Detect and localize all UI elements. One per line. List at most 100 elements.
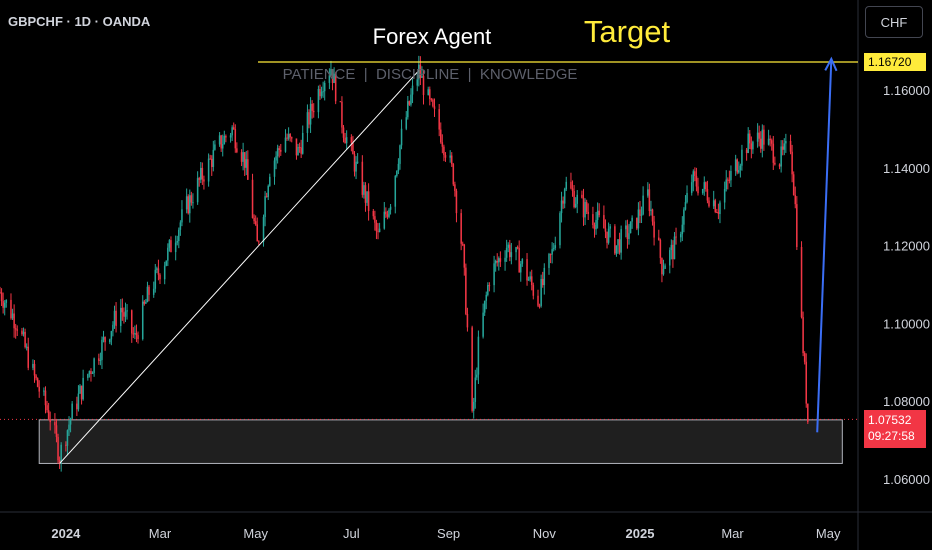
candle-body xyxy=(690,182,693,193)
candle-body xyxy=(46,405,48,411)
candle-body xyxy=(236,148,238,153)
candle-body xyxy=(537,295,539,306)
candle-body xyxy=(185,196,188,210)
candle-body xyxy=(474,377,477,402)
candle-body xyxy=(515,247,517,253)
candle-body xyxy=(10,299,12,319)
candle-body xyxy=(592,214,594,226)
candle-body xyxy=(493,263,495,286)
candle-body xyxy=(25,346,28,348)
candle-body xyxy=(802,317,804,354)
candle-body xyxy=(761,129,764,149)
candle-body xyxy=(725,179,728,190)
candle-body xyxy=(168,240,171,248)
candle-body xyxy=(560,200,563,214)
currency-button[interactable]: CHF xyxy=(865,6,923,38)
candle-body xyxy=(628,233,630,240)
candle-body xyxy=(157,268,160,275)
bar-countdown: 09:27:58 xyxy=(868,429,915,443)
candle-body xyxy=(439,129,442,143)
target-label: Target xyxy=(584,14,671,49)
candle-body xyxy=(651,209,654,222)
candle-body xyxy=(87,374,89,378)
candle-body xyxy=(785,141,787,144)
candle-body xyxy=(352,142,354,155)
x-tick-label: Jul xyxy=(343,526,360,541)
candle-body xyxy=(429,89,431,99)
last-price-tag: 1.07532 09:27:58 xyxy=(864,410,926,448)
candle-body xyxy=(0,292,3,302)
candle-body xyxy=(88,371,91,375)
candle-body xyxy=(538,305,541,307)
candle-body xyxy=(631,217,633,222)
candle-body xyxy=(389,206,392,210)
candle-body xyxy=(618,239,621,253)
candle-body xyxy=(300,147,302,154)
candle-body xyxy=(65,444,67,446)
candle-body xyxy=(289,134,291,138)
candle-body xyxy=(494,260,497,264)
y-tick-label: 1.12000 xyxy=(883,239,930,254)
candle-body xyxy=(694,171,696,176)
candle-body xyxy=(245,159,248,168)
candle-body xyxy=(642,195,644,215)
target-price-value: 1.16720 xyxy=(868,55,912,69)
candle-body xyxy=(636,217,638,229)
candle-body xyxy=(394,175,397,207)
candle-body xyxy=(683,209,685,225)
candle-body xyxy=(712,200,715,207)
candle-body xyxy=(101,339,103,360)
candle-body xyxy=(584,201,586,218)
candle-body xyxy=(110,331,113,340)
candle-body xyxy=(461,243,464,245)
candle-body xyxy=(498,258,500,263)
candle-body xyxy=(212,149,215,167)
candle-body xyxy=(670,244,673,251)
candle-body xyxy=(750,143,753,150)
candle-body xyxy=(47,410,50,420)
candle-body xyxy=(146,286,149,303)
candle-body xyxy=(104,337,106,343)
candle-body xyxy=(178,229,180,242)
candle-body xyxy=(717,211,720,215)
candle-body xyxy=(27,346,30,368)
trend-line xyxy=(59,70,420,464)
candle-body xyxy=(756,132,759,142)
candle-body xyxy=(68,424,70,431)
candle-body xyxy=(247,159,249,180)
candle-body xyxy=(421,75,423,78)
candle-body xyxy=(650,209,652,212)
candle-body xyxy=(0,292,1,294)
candle-body xyxy=(209,158,211,160)
x-tick-label: 2024 xyxy=(51,526,81,541)
candle-body xyxy=(471,327,473,411)
candle-body xyxy=(38,386,40,392)
candle-body xyxy=(317,89,320,113)
candle-body xyxy=(214,144,216,150)
candle-body xyxy=(167,247,169,261)
candle-body xyxy=(554,245,557,249)
candle-body xyxy=(593,225,596,230)
candle-body xyxy=(769,138,771,141)
candle-body xyxy=(69,418,72,425)
x-tick-label: Mar xyxy=(721,526,744,541)
candle-body xyxy=(137,335,139,340)
candle-body xyxy=(309,103,312,125)
candle-body xyxy=(165,260,168,266)
candle-body xyxy=(701,188,704,194)
candle-body xyxy=(703,182,706,189)
candle-body xyxy=(716,211,718,213)
candle-body xyxy=(505,247,508,258)
candle-body xyxy=(275,156,277,161)
candle-body xyxy=(58,460,61,463)
candle-body xyxy=(328,75,331,83)
candle-body xyxy=(450,155,453,165)
candle-body xyxy=(477,336,480,375)
candle-body xyxy=(772,143,775,163)
candle-body xyxy=(286,137,288,139)
candle-body xyxy=(432,99,434,107)
candle-body xyxy=(312,110,315,113)
candle-body xyxy=(210,158,213,167)
